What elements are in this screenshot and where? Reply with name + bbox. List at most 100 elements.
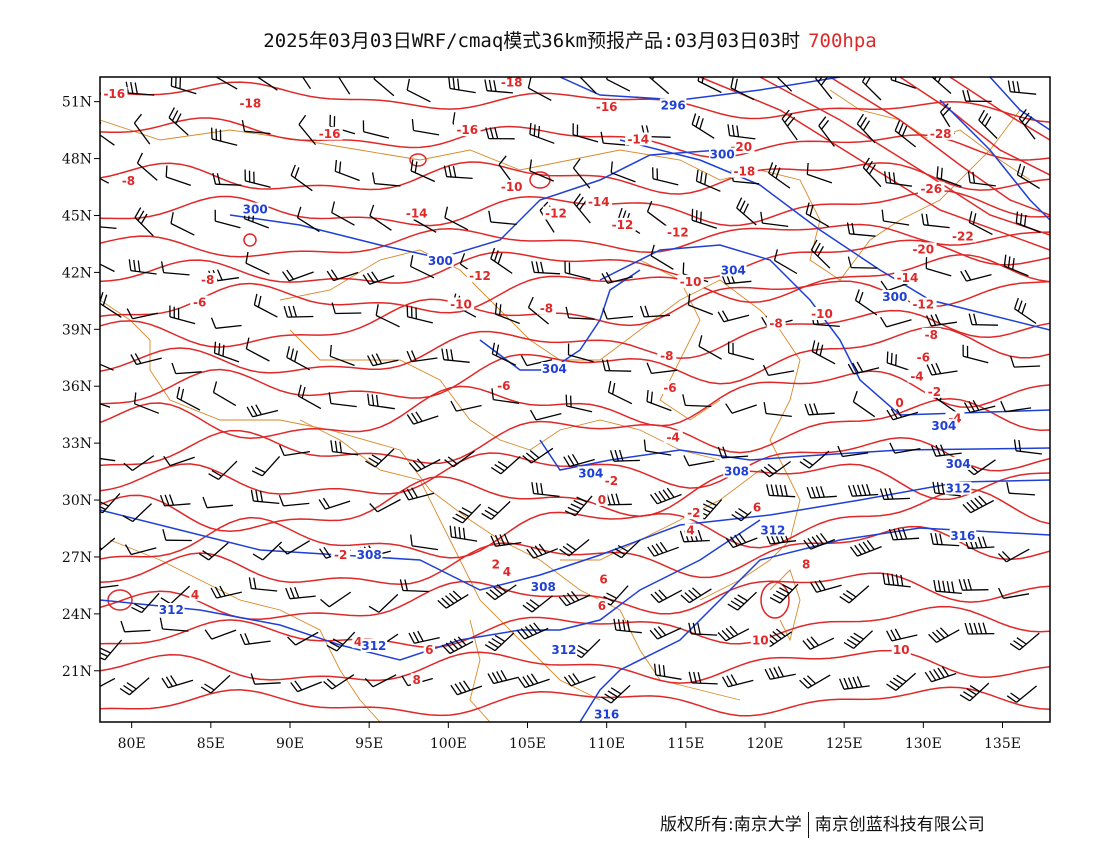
wind-barb (375, 304, 400, 328)
wind-barb (564, 261, 591, 280)
wind-barb (811, 340, 836, 365)
wind-barb (123, 455, 155, 472)
height-label-bg (360, 639, 388, 652)
wind-barb (962, 495, 995, 514)
isotherm-label: -2 (928, 385, 941, 399)
wind-barb (362, 120, 390, 139)
height-label-bg (355, 548, 383, 561)
wind-barb (368, 593, 399, 613)
wind-barb (239, 633, 271, 646)
isotherm-label: -8 (122, 174, 135, 188)
wind-barb (119, 677, 150, 696)
isotherm-label-bg (894, 271, 921, 284)
wind-barb (131, 592, 160, 614)
wind-barb (159, 617, 189, 632)
wind-barb (326, 269, 359, 282)
isotherm-label-bg (596, 492, 608, 506)
lon-tick-label: 90E (276, 736, 304, 752)
isotherm-label-bg (684, 506, 704, 520)
wind-barb (781, 109, 798, 141)
height-label: 304 (578, 466, 603, 480)
wind-barb (170, 77, 197, 95)
wind-barb (886, 628, 918, 642)
wind-barb (282, 269, 314, 282)
wind-barb (846, 222, 876, 237)
isotherm-label: -10 (450, 298, 472, 312)
isotherm-label: -14 (627, 133, 649, 147)
border-line (100, 109, 1021, 281)
wind-barb (522, 447, 554, 464)
isotherm-label: -16 (103, 87, 125, 101)
wind-barb (882, 572, 911, 588)
lat-tick-label: 30N (62, 493, 92, 509)
isotherm-label-bg (893, 396, 906, 410)
wind-barb (441, 348, 470, 363)
wind-barb (978, 109, 998, 139)
map-background (100, 77, 1050, 722)
wind-barb (488, 210, 517, 226)
wind-barb (924, 666, 957, 683)
border-line (469, 619, 491, 722)
height-label: 300 (428, 254, 453, 268)
wind-barb (128, 259, 157, 275)
height-label-bg (530, 580, 557, 594)
height-contour (579, 527, 1050, 722)
wind-barb (100, 352, 114, 371)
wind-barb (889, 442, 921, 454)
wind-barb (736, 197, 757, 226)
wind-barb (1000, 400, 1032, 413)
footer-left: 版权所有:南京大学 (660, 815, 802, 835)
isotherm-label-bg (766, 316, 786, 330)
isotherm-label: -16 (319, 127, 341, 141)
wind-barb (320, 591, 352, 608)
wind-barb (683, 455, 715, 467)
height-label: 304 (721, 263, 746, 277)
wind-barb (849, 540, 882, 557)
isotherm-label: -8 (660, 349, 673, 363)
isotherm-label: -12 (545, 207, 567, 221)
wind-barb (518, 673, 550, 689)
height-label-bg (541, 362, 568, 375)
border-line (289, 329, 721, 461)
isotherm-label-bg (927, 126, 954, 140)
wind-barb (799, 674, 831, 689)
wind-barb (572, 158, 591, 189)
isotherm-label: 6 (598, 599, 606, 613)
wind-barb (1013, 297, 1037, 325)
wind-barb (727, 124, 756, 140)
wind-barb (491, 342, 517, 366)
wind-barb (856, 113, 876, 144)
wind-barb (328, 392, 357, 408)
isotherm-label: -8 (925, 328, 938, 342)
wind-barb (444, 206, 469, 231)
wind-barb (529, 122, 555, 144)
isotherm-label: -26 (920, 182, 942, 196)
isotherm-label-bg (423, 642, 436, 656)
wind-barb (100, 177, 110, 184)
isotherm-line (100, 649, 1050, 684)
wind-barb (564, 495, 593, 517)
wind-barb (198, 542, 229, 561)
footer-right: 南京创蓝科技有限公司 (814, 815, 985, 835)
wind-barb (163, 455, 195, 467)
wind-barb (760, 211, 789, 228)
isotherm-label: -6 (497, 379, 510, 393)
wind-barb (803, 533, 836, 550)
isotherm-line (100, 686, 1050, 717)
lat-tick-label: 33N (62, 436, 92, 452)
wind-barb (601, 684, 631, 704)
height-label: 304 (542, 362, 567, 376)
lon-tick-label: 130E (905, 736, 942, 752)
wind-barb (160, 261, 190, 276)
isotherm-label: -4 (667, 430, 680, 444)
wind-barb (763, 402, 792, 418)
isotherm-label: -6 (663, 381, 676, 395)
wind-barb (894, 120, 917, 148)
wind-barb (452, 503, 482, 524)
wind-barb (169, 305, 196, 325)
isotherm-label-bg (237, 96, 264, 110)
wind-barb (212, 172, 242, 186)
height-label: 296 (661, 98, 686, 112)
wind-barb (443, 165, 473, 180)
wind-barb (602, 308, 634, 320)
